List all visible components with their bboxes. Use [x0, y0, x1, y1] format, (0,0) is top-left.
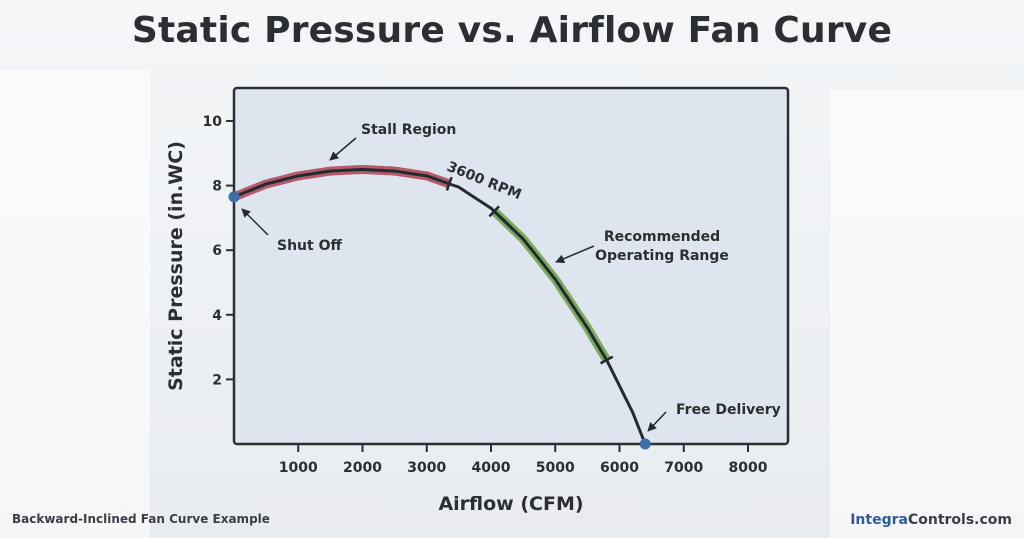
y-tick-label: 4	[212, 308, 222, 324]
x-tick-label: 8000	[729, 460, 768, 476]
x-tick-label: 5000	[536, 460, 575, 476]
brand-name-part1: Integra	[850, 512, 908, 528]
background-building	[0, 70, 150, 538]
recommended-label-line1: Recommended	[604, 229, 720, 245]
x-tick-label: 1000	[279, 460, 318, 476]
fan-curve-line	[233, 168, 647, 445]
free-delivery-label: Free Delivery	[676, 402, 781, 418]
recommended-range-arrow	[555, 245, 595, 264]
x-axis-title: Airflow (CFM)	[438, 493, 583, 515]
x-tick-label: 3000	[407, 460, 446, 476]
y-tick-label: 2	[212, 372, 222, 388]
y-tick-label: 8	[212, 179, 222, 195]
y-tick-label: 10	[203, 114, 223, 130]
footer-caption: Backward-Inclined Fan Curve Example	[12, 512, 270, 526]
brand-name-part2: Controls.com	[907, 512, 1012, 528]
x-tick-label: 2000	[343, 460, 382, 476]
brand-link[interactable]: IntegraControls.com	[850, 512, 1012, 528]
stall-region-arrow	[329, 137, 357, 161]
x-axis: 1000 2000 3000 4000 5000 6000 7000 8000	[279, 444, 768, 476]
recommended-label-line2: Operating Range	[595, 248, 729, 264]
shut-off-point	[228, 191, 240, 203]
free-delivery-arrow	[647, 411, 667, 432]
stall-region-label: Stall Region	[361, 122, 456, 138]
stall-boundary-tick	[445, 176, 453, 191]
page-title: Static Pressure vs. Airflow Fan Curve	[131, 10, 893, 51]
y-axis: 2 4 6 8 10	[203, 114, 234, 388]
y-axis-title: Static Pressure (in.WC)	[165, 141, 187, 391]
shut-off-arrow	[241, 208, 269, 236]
x-tick-label: 6000	[600, 460, 639, 476]
y-tick-label: 6	[212, 243, 222, 259]
x-tick-label: 7000	[664, 460, 703, 476]
recommended-start-tick	[488, 205, 500, 218]
x-tick-label: 4000	[472, 460, 511, 476]
plot-area	[232, 86, 790, 446]
free-delivery-point	[639, 438, 651, 450]
recommended-end-tick	[599, 355, 614, 365]
shut-off-label: Shut Off	[277, 238, 342, 254]
background-building	[830, 90, 1024, 538]
